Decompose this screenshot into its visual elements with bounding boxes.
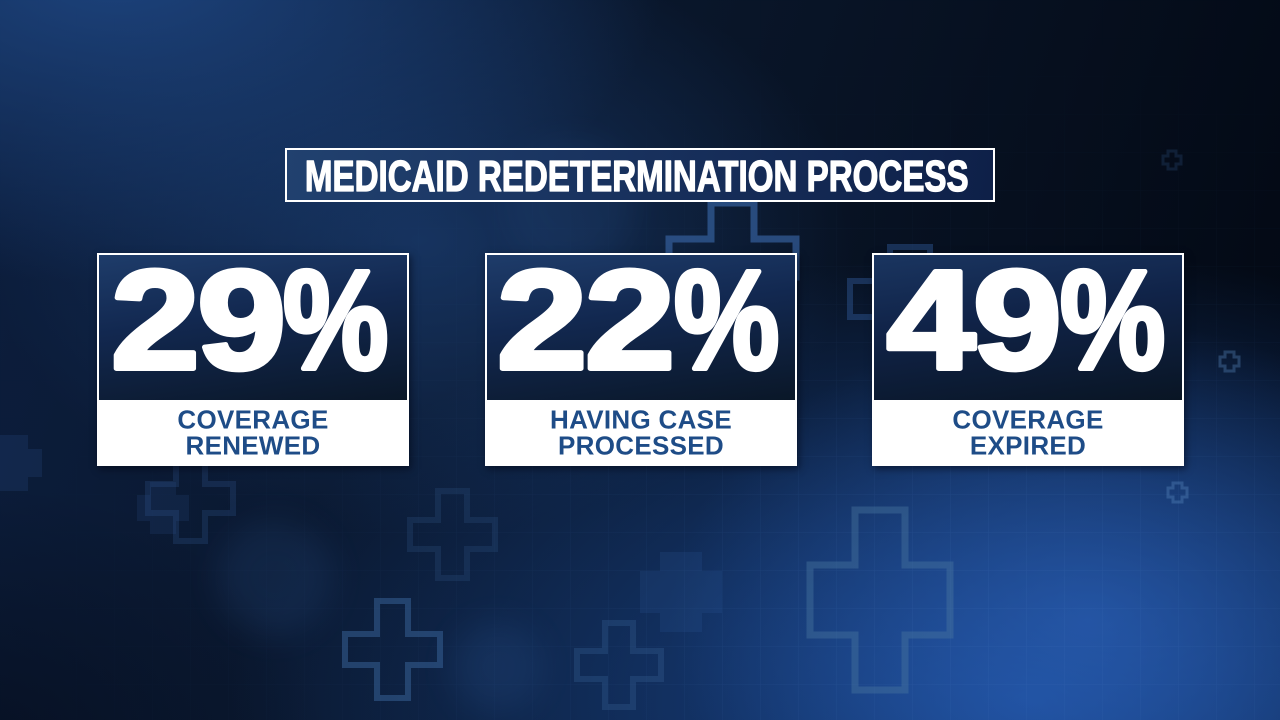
svg-text:29: 29 bbox=[111, 255, 284, 398]
svg-text:COVERAGE: COVERAGE bbox=[952, 405, 1103, 435]
svg-text:MEDICAID REDETERMINATION PROCE: MEDICAID REDETERMINATION PROCESS bbox=[305, 153, 969, 200]
svg-text:EXPIRED: EXPIRED bbox=[970, 431, 1086, 461]
svg-text:%: % bbox=[674, 255, 779, 399]
svg-text:COVERAGE: COVERAGE bbox=[177, 405, 328, 435]
svg-text:PROCESSED: PROCESSED bbox=[558, 431, 724, 461]
svg-text:49: 49 bbox=[887, 255, 1060, 398]
svg-text:%: % bbox=[1060, 255, 1165, 399]
svg-text:HAVING CASE: HAVING CASE bbox=[550, 405, 732, 435]
svg-text:%: % bbox=[283, 255, 388, 399]
svg-text:22: 22 bbox=[497, 255, 673, 399]
svg-text:RENEWED: RENEWED bbox=[186, 431, 321, 461]
